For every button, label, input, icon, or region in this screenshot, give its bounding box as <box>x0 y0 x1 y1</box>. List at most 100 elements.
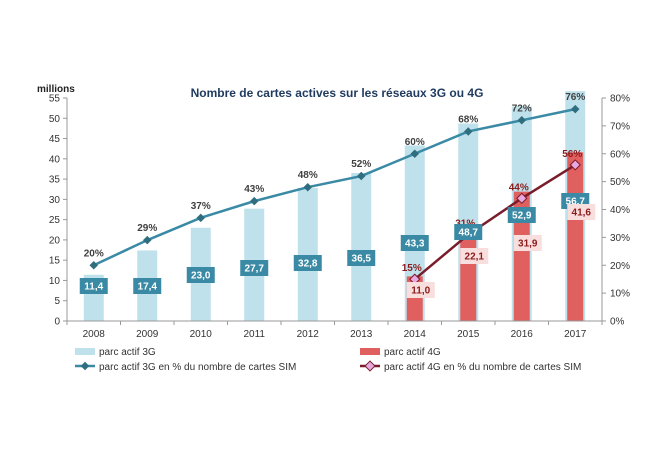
value-label-4g: 41,6 <box>572 208 592 219</box>
y2-tick-label: 70% <box>610 121 630 132</box>
x-tick-label: 2011 <box>243 329 265 340</box>
x-tick-label: 2010 <box>190 329 213 340</box>
x-tick-label: 2008 <box>83 329 106 340</box>
value-label-3g: 43,3 <box>405 239 425 250</box>
label-4g-pct: 15% <box>402 263 422 274</box>
legend-marker-3g-pct <box>80 361 90 371</box>
value-box-3g <box>79 278 108 294</box>
x-tick-label: 2015 <box>457 329 480 340</box>
label-3g-pct: 60% <box>405 137 425 148</box>
marker-4g-pct <box>569 159 581 171</box>
marker-3g-pct <box>250 196 259 206</box>
value-box-3g <box>454 224 483 240</box>
y2-tick-label: 20% <box>610 261 630 272</box>
value-box-4g <box>513 235 542 251</box>
value-label-3g: 23,0 <box>191 271 211 282</box>
bar-4g <box>513 191 530 321</box>
value-box-4g <box>406 282 435 298</box>
y2-tick-label: 60% <box>610 149 630 160</box>
bar-3g <box>297 188 318 321</box>
label-3g-pct: 20% <box>84 248 104 259</box>
bar-4g <box>567 152 584 321</box>
value-label-3g: 36,5 <box>352 254 372 265</box>
value-box-3g <box>133 278 162 294</box>
y-tick-label: 10 <box>49 276 61 287</box>
label-3g-pct: 72% <box>512 103 532 114</box>
legend-label-4g: parc actif 4G <box>384 347 441 358</box>
y2-tick-label: 0% <box>610 317 625 328</box>
y-tick-label: 0 <box>54 317 60 328</box>
label-3g-pct: 52% <box>351 159 371 170</box>
y-tick-label: 30 <box>49 195 61 206</box>
marker-3g-pct <box>303 182 312 192</box>
value-box-4g <box>567 204 596 220</box>
marker-4g-pct <box>516 192 528 205</box>
legend-marker-4g-pct <box>364 360 376 372</box>
value-label-3g: 52,9 <box>512 211 532 222</box>
label-4g-pct: 56% <box>562 149 582 160</box>
marker-3g-pct <box>357 171 366 181</box>
bar-4g <box>460 231 477 321</box>
label-3g-pct: 48% <box>298 170 318 181</box>
bar-3g <box>351 173 372 321</box>
y2-tick-label: 10% <box>610 289 630 300</box>
marker-3g-pct <box>196 213 205 223</box>
label-3g-pct: 76% <box>565 92 585 103</box>
y-tick-label: 35 <box>49 175 61 186</box>
label-4g-pct: 44% <box>509 182 529 193</box>
x-tick-label: 2017 <box>564 329 587 340</box>
y-axis-unit-label: millions <box>37 84 75 95</box>
value-label-3g: 56,7 <box>566 197 586 208</box>
marker-3g-pct <box>89 261 98 270</box>
y-tick-label: 5 <box>54 296 60 307</box>
marker-3g-pct <box>143 235 152 245</box>
value-box-3g <box>186 267 215 283</box>
y2-tick-label: 40% <box>610 205 630 216</box>
value-label-3g: 32,8 <box>298 259 318 270</box>
y-tick-label: 45 <box>49 134 61 145</box>
value-box-3g <box>347 250 376 266</box>
y-tick-label: 15 <box>49 256 61 267</box>
value-label-3g: 27,7 <box>245 264 265 275</box>
y-tick-label: 25 <box>49 215 61 226</box>
y-tick-label: 55 <box>49 94 61 105</box>
value-box-3g <box>507 207 536 223</box>
value-label-3g: 11,4 <box>84 282 103 293</box>
marker-3g-pct <box>410 149 419 158</box>
y-tick-label: 50 <box>49 114 61 125</box>
x-tick-label: 2013 <box>350 329 373 340</box>
value-label-4g: 22,1 <box>465 252 485 263</box>
value-label-4g: 11,0 <box>411 286 430 297</box>
line-3g-pct <box>93 107 576 267</box>
chart-title: Nombre de cartes actives sur les réseaux… <box>191 86 484 100</box>
value-label-3g: 48,7 <box>459 228 479 239</box>
legend-swatch-4g <box>360 348 380 355</box>
marker-3g-pct <box>464 127 473 136</box>
value-box-3g <box>293 255 322 271</box>
x-tick-label: 2009 <box>136 329 159 340</box>
y2-tick-label: 80% <box>610 94 630 105</box>
legend-label-4g-pct: parc actif 4G en % du nombre de cartes S… <box>384 362 581 373</box>
x-tick-label: 2016 <box>511 329 534 340</box>
y-tick-label: 40 <box>49 154 61 165</box>
value-box-4g <box>460 248 489 264</box>
y2-tick-label: 30% <box>610 233 630 244</box>
x-tick-label: 2012 <box>297 329 320 340</box>
label-3g-pct: 29% <box>137 223 157 234</box>
value-label-4g: 31,9 <box>518 239 538 250</box>
x-tick-label: 2014 <box>404 329 427 340</box>
label-3g-pct: 68% <box>458 114 478 125</box>
marker-4g-pct <box>409 273 421 285</box>
legend-swatch-3g <box>75 348 95 355</box>
legend-label-3g: parc actif 3G <box>99 347 156 358</box>
value-box-3g <box>400 235 429 251</box>
label-3g-pct: 37% <box>191 201 211 212</box>
y-tick-label: 20 <box>49 235 61 246</box>
label-3g-pct: 43% <box>244 184 264 195</box>
line-4g-pct <box>413 163 576 281</box>
value-label-3g: 17,4 <box>138 282 158 293</box>
legend-label-3g-pct: parc actif 3G en % du nombre de cartes S… <box>99 362 296 373</box>
y2-tick-label: 50% <box>610 177 630 188</box>
